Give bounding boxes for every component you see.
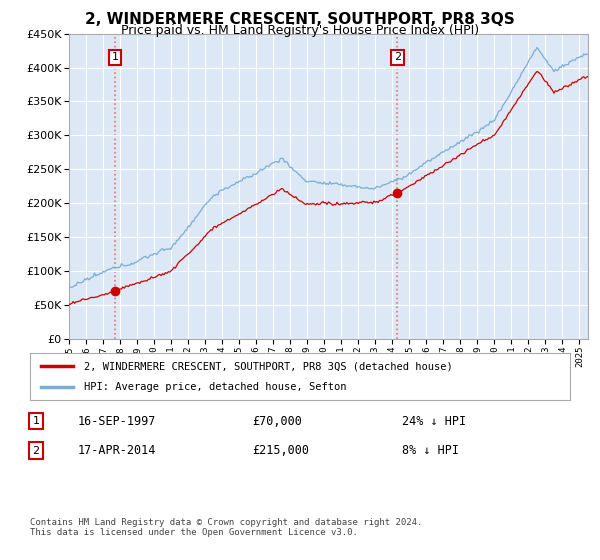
Text: £215,000: £215,000 xyxy=(252,444,309,458)
Text: 16-SEP-1997: 16-SEP-1997 xyxy=(78,414,157,428)
Text: 2, WINDERMERE CRESCENT, SOUTHPORT, PR8 3QS: 2, WINDERMERE CRESCENT, SOUTHPORT, PR8 3… xyxy=(85,12,515,27)
Text: 2: 2 xyxy=(32,446,40,456)
Text: HPI: Average price, detached house, Sefton: HPI: Average price, detached house, Seft… xyxy=(84,382,347,392)
Text: 1: 1 xyxy=(32,416,40,426)
Text: 17-APR-2014: 17-APR-2014 xyxy=(78,444,157,458)
Text: 1: 1 xyxy=(112,52,119,62)
Text: 24% ↓ HPI: 24% ↓ HPI xyxy=(402,414,466,428)
Text: 2: 2 xyxy=(394,52,401,62)
Text: Contains HM Land Registry data © Crown copyright and database right 2024.
This d: Contains HM Land Registry data © Crown c… xyxy=(30,518,422,538)
Text: 2, WINDERMERE CRESCENT, SOUTHPORT, PR8 3QS (detached house): 2, WINDERMERE CRESCENT, SOUTHPORT, PR8 3… xyxy=(84,361,453,371)
Text: £70,000: £70,000 xyxy=(252,414,302,428)
Text: Price paid vs. HM Land Registry's House Price Index (HPI): Price paid vs. HM Land Registry's House … xyxy=(121,24,479,36)
Text: 8% ↓ HPI: 8% ↓ HPI xyxy=(402,444,459,458)
